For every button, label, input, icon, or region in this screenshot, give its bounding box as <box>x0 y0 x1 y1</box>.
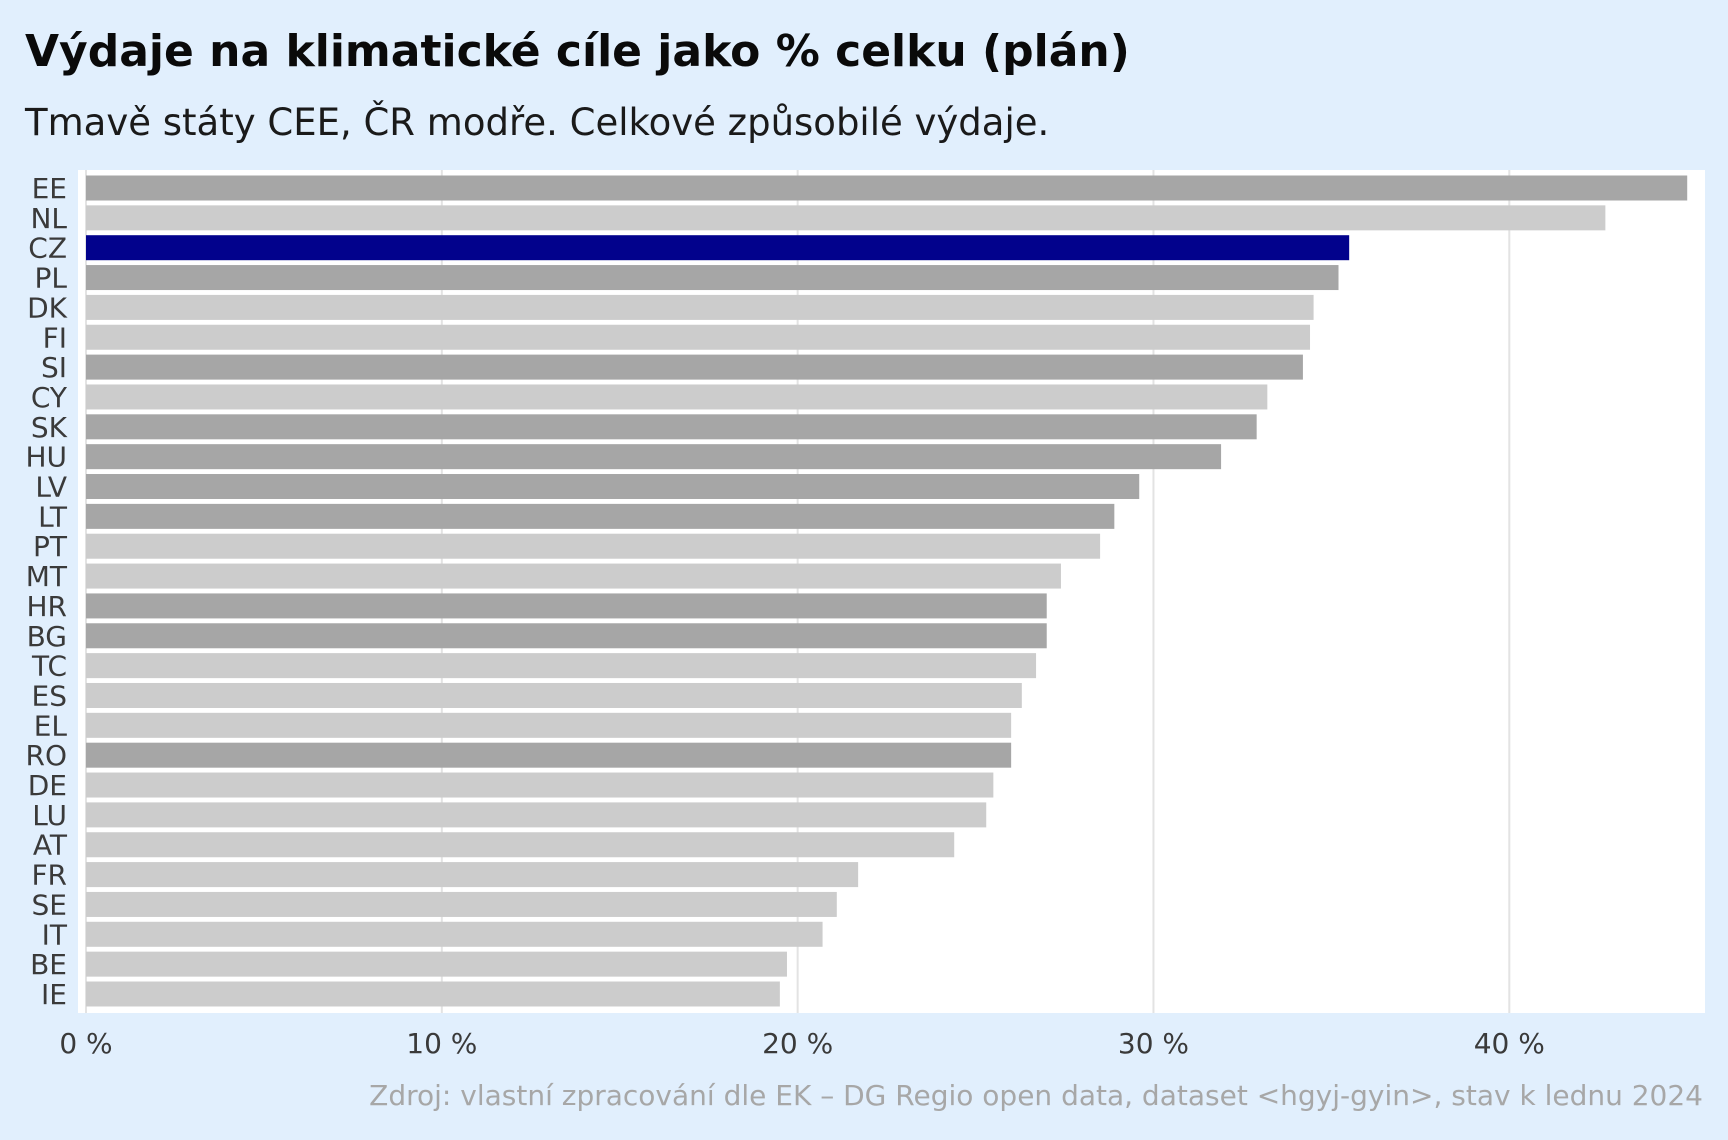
bar-ee <box>86 175 1688 201</box>
bar-lt <box>86 503 1115 529</box>
category-label-si: SI <box>41 351 67 384</box>
x-tick-label: 10 % <box>406 1027 477 1060</box>
bars <box>86 175 1688 1007</box>
bar-de <box>86 772 994 798</box>
bar-bg <box>86 623 1047 649</box>
bar-cz <box>86 235 1350 261</box>
category-label-lu: LU <box>32 799 67 832</box>
bar-pl <box>86 265 1339 291</box>
bar-el <box>86 712 1012 738</box>
bar-fi <box>86 324 1311 350</box>
category-label-at: AT <box>33 829 68 862</box>
chart-subtitle: Tmavě státy CEE, ČR modře. Celkové způso… <box>25 101 1050 144</box>
bar-mt <box>86 563 1061 589</box>
category-label-tc: TC <box>31 650 67 683</box>
category-label-el: EL <box>34 709 68 742</box>
bar-dk <box>86 294 1314 320</box>
x-tick-label: 20 % <box>762 1027 833 1060</box>
category-label-se: SE <box>32 888 67 921</box>
category-label-bg: BG <box>27 620 67 653</box>
category-label-fi: FI <box>43 321 67 354</box>
bar-se <box>86 891 837 917</box>
bar-hu <box>86 444 1222 470</box>
category-label-be: BE <box>30 948 67 981</box>
chart-title: Výdaje na klimatické cíle jako % celku (… <box>25 26 1130 77</box>
bar-ro <box>86 742 1012 768</box>
source-note: Zdroj: vlastní zpracování dle EK – DG Re… <box>369 1079 1703 1112</box>
bar-it <box>86 921 823 947</box>
bar-at <box>86 832 955 858</box>
category-label-fr: FR <box>31 859 67 892</box>
x-axis-ticks: 0 % 10 % 20 % 30 % 40 % <box>59 1027 1545 1060</box>
category-labels: EENLCZPLDKFISICYSKHULVLTPTMTHRBGTCESELRO… <box>25 172 67 1011</box>
category-label-de: DE <box>28 769 67 802</box>
bar-si <box>86 354 1303 380</box>
category-label-pl: PL <box>35 262 68 295</box>
bar-tc <box>86 653 1037 679</box>
x-tick-label: 0 % <box>59 1027 112 1060</box>
category-label-ee: EE <box>32 172 67 205</box>
category-label-ie: IE <box>41 978 67 1011</box>
category-label-hr: HR <box>26 590 67 623</box>
bar-fr <box>86 862 859 888</box>
category-label-mt: MT <box>26 560 68 593</box>
category-label-pt: PT <box>33 530 68 563</box>
bar-es <box>86 682 1022 708</box>
bar-cy <box>86 384 1268 410</box>
x-tick-label: 40 % <box>1474 1027 1545 1060</box>
bar-lv <box>86 474 1140 500</box>
bar-chart: EENLCZPLDKFISICYSKHULVLTPTMTHRBGTCESELRO… <box>25 170 1705 1060</box>
category-label-es: ES <box>32 679 67 712</box>
category-label-cy: CY <box>31 381 68 414</box>
category-label-ro: RO <box>26 739 68 772</box>
bar-be <box>86 951 787 977</box>
category-label-hu: HU <box>25 441 67 474</box>
bar-sk <box>86 414 1257 440</box>
category-label-dk: DK <box>27 291 68 324</box>
category-label-sk: SK <box>31 411 68 444</box>
bar-ie <box>86 981 780 1007</box>
bar-hr <box>86 593 1047 619</box>
category-label-nl: NL <box>30 202 67 235</box>
category-label-lt: LT <box>38 500 68 533</box>
bar-lu <box>86 802 987 828</box>
x-tick-label: 30 % <box>1118 1027 1189 1060</box>
category-label-cz: CZ <box>28 232 67 265</box>
bar-nl <box>86 205 1606 231</box>
category-label-it: IT <box>42 918 68 951</box>
bar-pt <box>86 533 1101 559</box>
category-label-lv: LV <box>35 471 67 504</box>
